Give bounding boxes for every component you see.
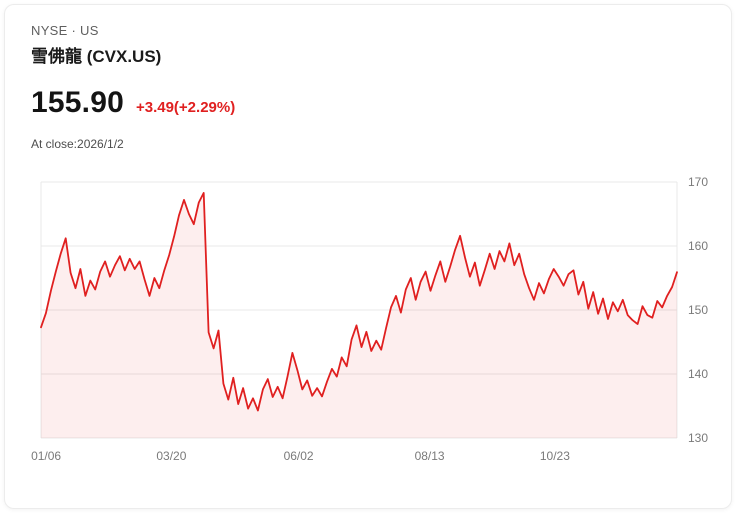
as-of-timestamp: At close:2026/1/2 <box>31 137 124 151</box>
price-row: 155.90 +3.49(+2.29%) <box>31 86 707 120</box>
price-line <box>40 192 678 412</box>
y-axis-tick-label: 130 <box>688 431 708 445</box>
price-chart-svg[interactable]: 130 140 150 160 170 01/06 03/20 06/02 08/13 10/23 <box>5 174 731 468</box>
current-price: 155.90 <box>31 86 124 119</box>
stock-title: 雪佛龍 (CVX.US) <box>31 47 162 66</box>
price-change: +3.49(+2.29%) <box>135 99 236 116</box>
x-axis-tick-label: 08/13 <box>415 449 445 463</box>
y-axis-tick-label: 140 <box>688 367 708 381</box>
y-axis-tick-label: 160 <box>688 239 708 253</box>
y-axis-tick-label: 150 <box>688 303 708 317</box>
x-axis-tick-label: 06/02 <box>284 449 314 463</box>
quote-header: NYSE · US 雪佛龍 (CVX.US) 155.90 +3.49(+2.2… <box>5 5 731 152</box>
price-chart: 130 140 150 160 170 01/06 03/20 06/02 08/13 10/23 <box>5 174 731 473</box>
x-axis-tick-label: 01/06 <box>31 449 61 463</box>
y-axis-tick-label: 170 <box>688 175 708 189</box>
price-area-fill <box>41 192 677 438</box>
stock-quote-card: NYSE · US 雪佛龍 (CVX.US) 155.90 +3.49(+2.2… <box>4 4 732 509</box>
x-axis-tick-label: 03/20 <box>156 449 186 463</box>
exchange-label: NYSE · US <box>31 23 99 38</box>
x-axis-tick-label: 10/23 <box>540 449 570 463</box>
